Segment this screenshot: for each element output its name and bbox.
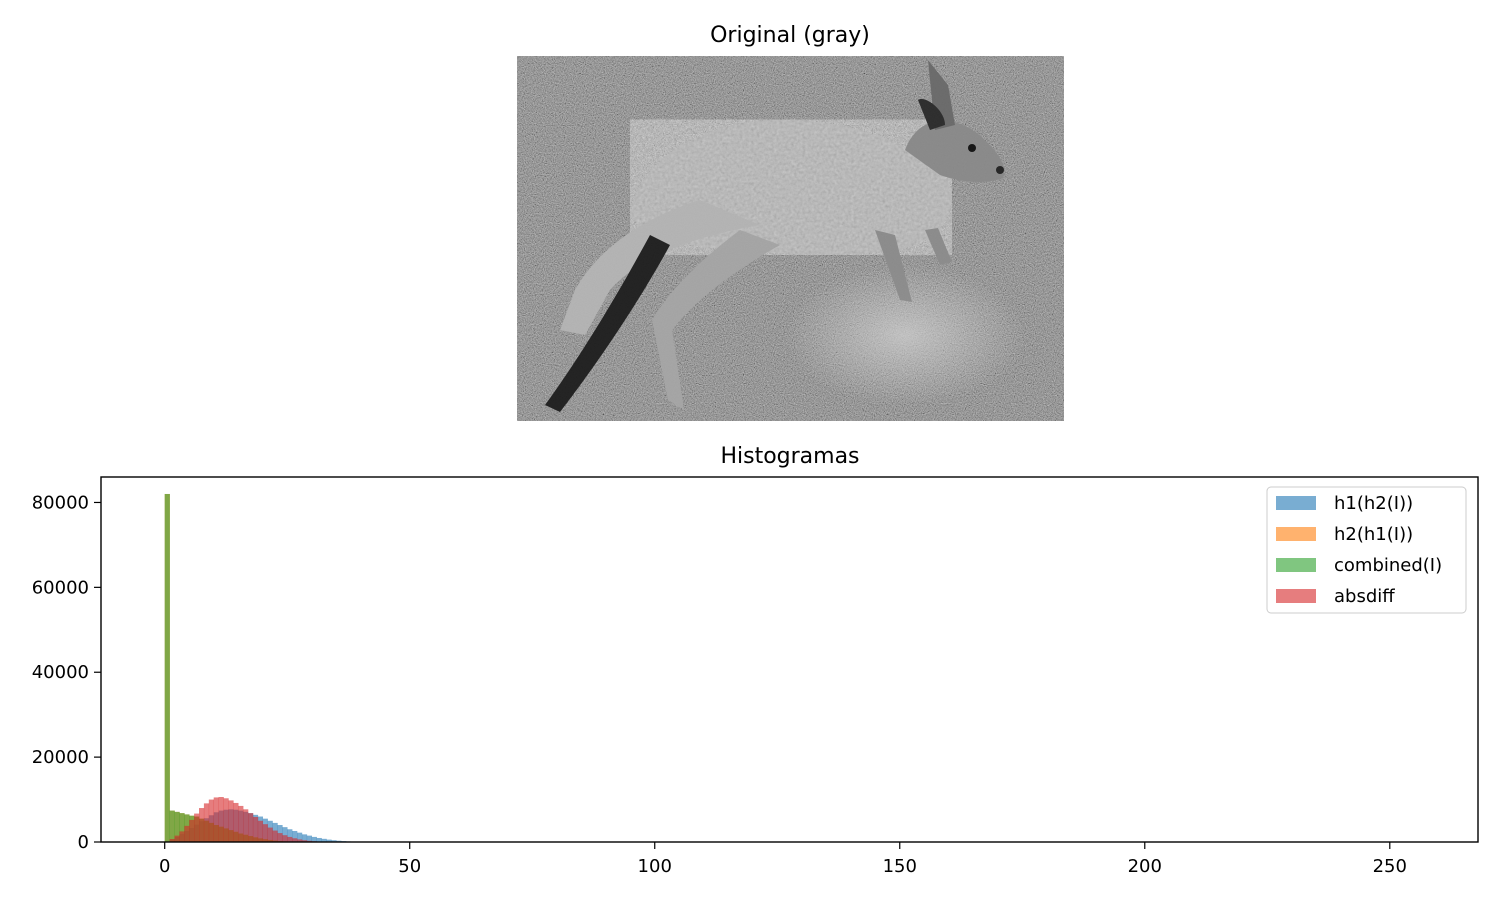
histogram-bar — [287, 836, 293, 842]
x-axis-ticks: 0 50 100 150 200 250 — [159, 842, 1407, 877]
histogram-bar — [233, 802, 239, 842]
histogram-bar — [301, 840, 308, 842]
histogram-bar — [321, 838, 327, 842]
histogram-bar — [311, 836, 317, 842]
histogram-bar — [199, 808, 205, 842]
x-tick-label: 250 — [1373, 856, 1407, 877]
histogram-bar — [316, 837, 322, 842]
legend-label: combined(I) — [1334, 555, 1442, 576]
legend-swatch — [1276, 527, 1316, 541]
histogram-bar — [292, 830, 298, 842]
histogram-bar — [277, 833, 283, 842]
legend-swatch — [1276, 558, 1316, 572]
histogram-bar — [306, 835, 313, 842]
histogram-bar — [184, 825, 190, 842]
histogram-bar — [282, 827, 288, 842]
histogram-bar — [272, 830, 278, 842]
series-1 — [164, 493, 308, 842]
x-tick-label: 100 — [638, 856, 672, 877]
histogram-bar — [213, 797, 219, 842]
histogram-bar — [297, 839, 303, 842]
x-tick-label: 0 — [159, 856, 170, 877]
histogram-bar — [179, 831, 185, 842]
histogram-bar — [326, 839, 332, 842]
legend-swatch — [1276, 496, 1316, 510]
grayscale-kangaroo-photo — [517, 56, 1064, 421]
histogram-bar — [203, 803, 210, 842]
plot-frame — [100, 476, 1479, 843]
legend-label: h2(h1(I)) — [1334, 524, 1413, 545]
histogram-bar — [297, 832, 303, 842]
histogram-bars — [164, 493, 366, 842]
chart-title: Histogramas — [720, 444, 859, 469]
legend-label: h1(h2(I)) — [1334, 493, 1413, 514]
histogram-bar — [194, 813, 200, 842]
histogram-bar — [262, 824, 268, 842]
histogram-bar — [208, 799, 215, 842]
x-tick-label: 50 — [398, 856, 421, 877]
series-3 — [169, 797, 342, 842]
histogram-bar — [174, 811, 180, 842]
y-tick-label: 80000 — [32, 492, 89, 513]
histogram-bar — [331, 840, 337, 842]
histogram-bar — [189, 819, 195, 842]
y-tick-label: 40000 — [32, 662, 89, 683]
histogram-bar — [252, 816, 259, 842]
series-2 — [164, 493, 308, 842]
legend-swatch — [1276, 589, 1316, 603]
histogram-bar — [164, 493, 170, 842]
histogram-bar — [248, 813, 254, 842]
y-tick-label: 0 — [78, 832, 89, 853]
legend: h1(h2(I)) h2(h1(I)) combined(I) absdiff — [1266, 486, 1467, 614]
histogram-bar — [228, 800, 234, 842]
histogram-bar — [282, 835, 288, 842]
histogram-bar — [301, 834, 308, 842]
y-tick-label: 20000 — [32, 747, 89, 768]
histogram-bar — [179, 813, 185, 842]
x-tick-label: 150 — [883, 856, 917, 877]
histogram-bar — [287, 829, 293, 842]
legend-label: absdiff — [1334, 586, 1395, 607]
histogram-bar — [169, 839, 175, 842]
histogram-bar — [223, 798, 229, 842]
histogram-bar — [257, 820, 264, 842]
histogram-bar — [238, 805, 244, 842]
x-tick-label: 200 — [1128, 856, 1162, 877]
histogram-bar — [267, 827, 273, 842]
y-tick-label: 60000 — [32, 577, 89, 598]
legend-box — [1266, 486, 1467, 614]
image-panel-title: Original (gray) — [710, 23, 870, 48]
y-axis-ticks: 0 20000 40000 60000 80000 — [32, 492, 101, 853]
histogram-bar — [169, 810, 175, 842]
histogram-bar — [292, 838, 298, 842]
histogram-bar — [218, 797, 224, 842]
histogram-bar — [243, 809, 249, 842]
histogram-bar — [174, 835, 180, 842]
